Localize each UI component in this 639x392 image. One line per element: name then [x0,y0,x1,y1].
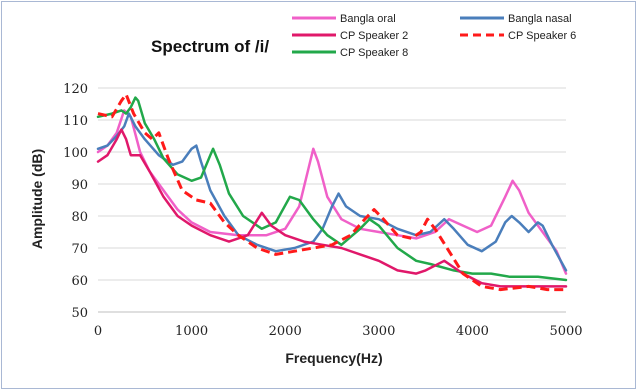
x-tick-label: 3000 [362,324,395,339]
y-tick-label: 100 [63,146,88,161]
legend: Bangla oral Bangla nasal CP Speaker 2 CP Sp… [292,13,576,59]
legend-label: CP Speaker 2 [340,30,408,42]
series-lines [96,92,568,292]
y-tick-label: 60 [71,274,88,289]
x-tick-label: 5000 [549,324,582,339]
x-tick-label: 1000 [175,324,208,339]
x-tick-label: 2000 [269,324,302,339]
y-tick-label: 110 [63,114,88,129]
series-line-bangla-nasal [96,112,568,272]
y-tick-label: 90 [71,178,88,193]
series-line-cp-speaker-6 [97,92,566,292]
series-line-cp-speaker-2 [96,128,568,288]
chart-title: Spectrum of /i/ [151,37,269,56]
y-tick-label: 120 [63,82,88,97]
series-line-cp-speaker-8 [96,96,568,282]
legend-label: Bangla nasal [508,13,572,25]
axes: Spectrum of /i/ Frequency(Hz) Amplitude … [29,37,583,366]
y-tick-label: 80 [71,210,88,225]
legend-label: Bangla oral [340,13,396,25]
x-tick-label: 0 [94,324,102,339]
legend-label: CP Speaker 6 [508,30,576,42]
legend-label: CP Speaker 8 [340,47,408,59]
series-line-bangla-oral [96,109,568,275]
y-axis-title: Amplitude (dB) [29,149,45,249]
gridlines [98,87,566,313]
y-tick-label: 50 [71,306,88,321]
x-tick-label: 4000 [456,324,489,339]
x-axis-title: Frequency(Hz) [285,350,382,366]
y-tick-label: 70 [71,242,88,257]
